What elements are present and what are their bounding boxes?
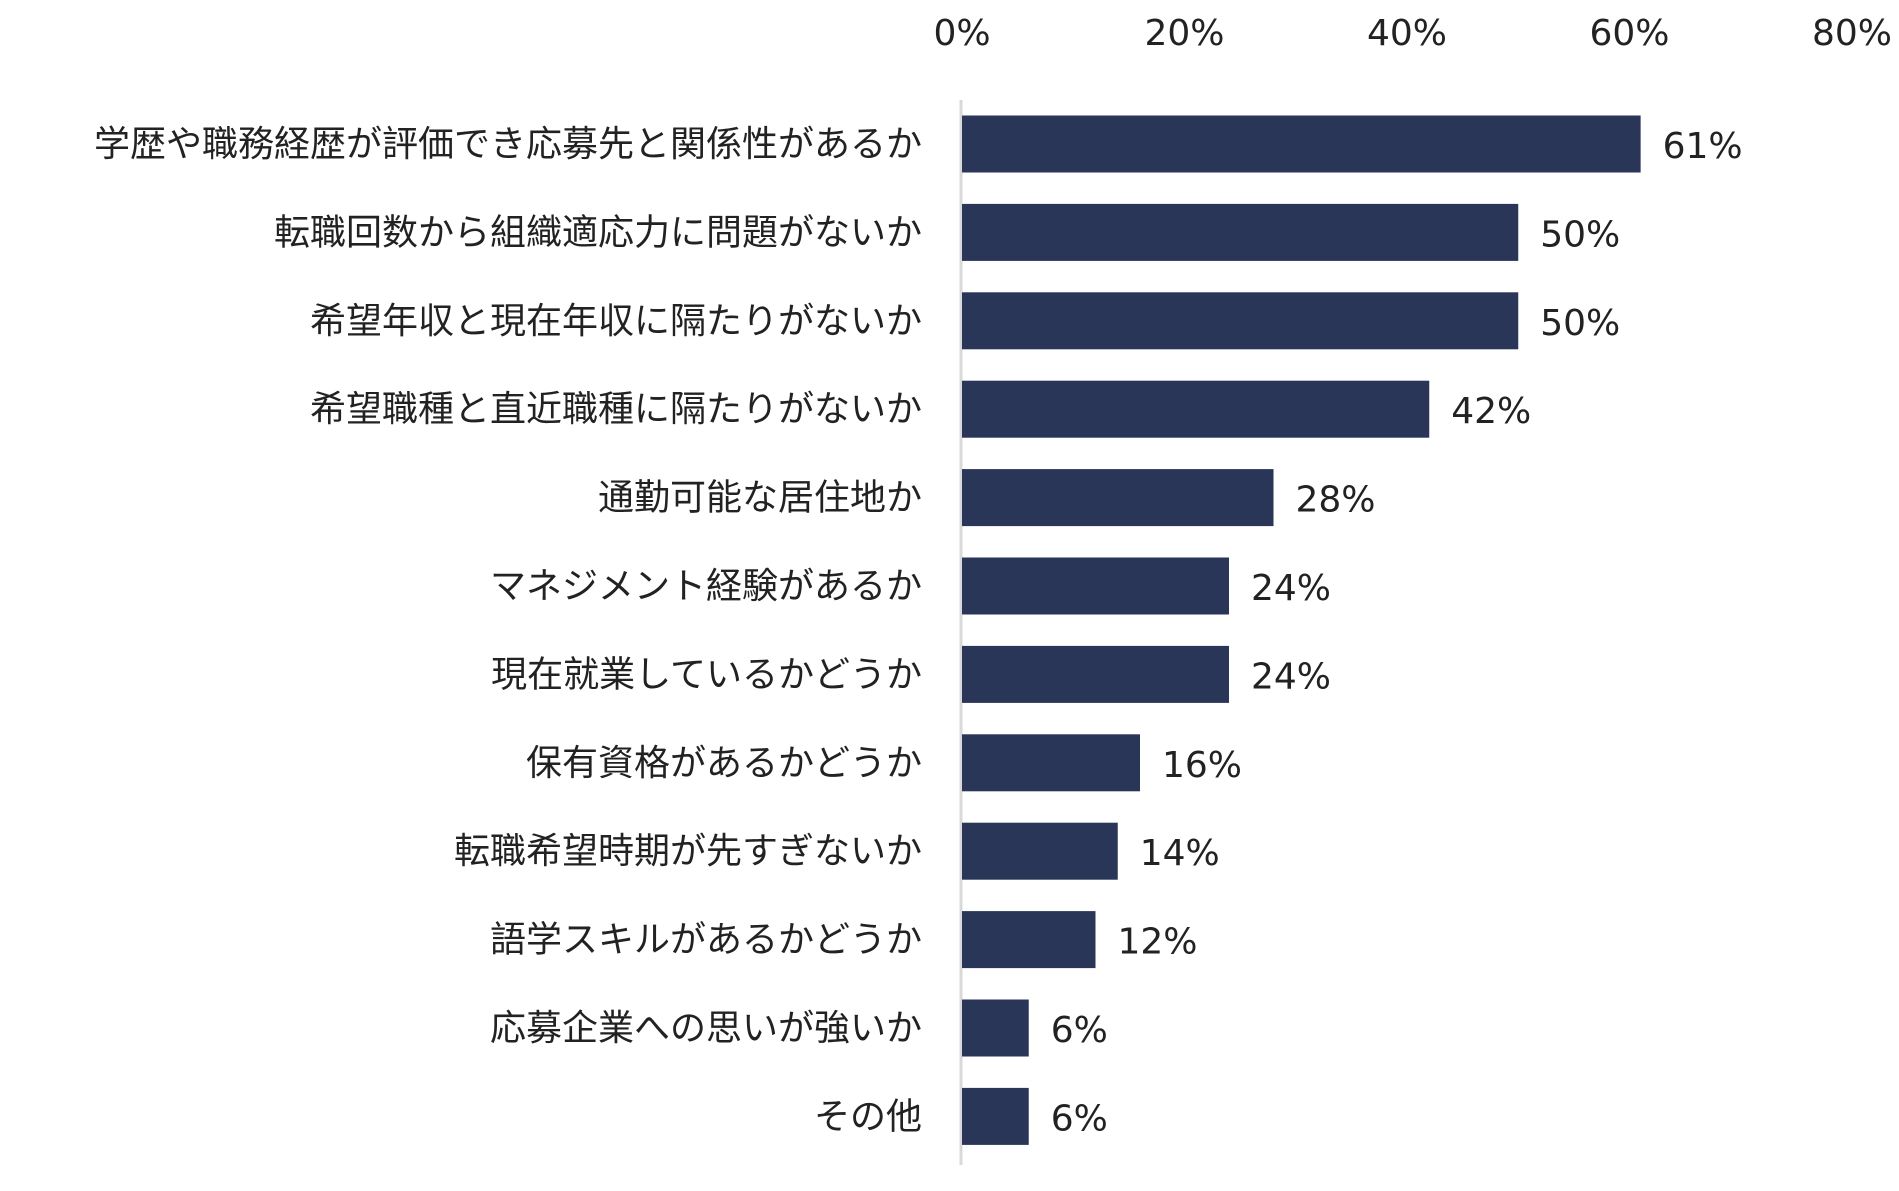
data-label: 50%	[1540, 214, 1620, 255]
data-label: 24%	[1251, 656, 1331, 697]
data-label: 16%	[1162, 745, 1242, 786]
category-label: 現在就業しているかどうか	[491, 654, 922, 695]
category-label: その他	[814, 1096, 922, 1137]
bar	[962, 911, 1096, 969]
bar	[962, 469, 1274, 527]
x-tick-label: 20%	[1144, 13, 1224, 54]
category-label: 保有資格があるかどうか	[526, 743, 922, 784]
category-label: 希望職種と直近職種に隔たりがないか	[310, 389, 922, 430]
data-label: 24%	[1251, 568, 1331, 609]
data-label: 14%	[1140, 833, 1220, 874]
bar	[962, 1087, 1029, 1145]
category-label: 転職希望時期が先すぎないか	[454, 831, 922, 872]
x-tick-label: 40%	[1367, 13, 1447, 54]
data-label: 6%	[1051, 1010, 1108, 1051]
bar	[962, 557, 1229, 615]
data-label: 6%	[1051, 1098, 1108, 1139]
bar	[962, 645, 1229, 703]
category-label: 学歴や職務経歴が評価でき応募先と関係性があるか	[94, 124, 922, 165]
data-label: 28%	[1296, 480, 1376, 521]
bar	[962, 115, 1641, 173]
data-label: 12%	[1118, 922, 1198, 963]
x-tick-label: 80%	[1812, 13, 1892, 54]
data-label: 50%	[1540, 303, 1620, 344]
bar	[962, 203, 1519, 261]
x-tick-label: 60%	[1589, 13, 1669, 54]
category-label: 転職回数から組織適応力に問題がないか	[274, 212, 922, 253]
data-label: 42%	[1451, 391, 1531, 432]
x-tick-label: 0%	[933, 13, 990, 54]
category-label: 通勤可能な居住地か	[598, 478, 922, 519]
data-label: 61%	[1663, 126, 1743, 167]
category-label: 語学スキルがあるかどうか	[490, 920, 922, 961]
bar	[962, 380, 1430, 438]
category-label: 応募企業への思いが強いか	[490, 1008, 922, 1049]
category-label: マネジメント経験があるか	[490, 566, 922, 607]
bar	[962, 999, 1029, 1057]
bar	[962, 292, 1519, 350]
bar	[962, 822, 1118, 880]
category-label: 希望年収と現在年収に隔たりがないか	[310, 301, 922, 342]
bar	[962, 734, 1140, 792]
